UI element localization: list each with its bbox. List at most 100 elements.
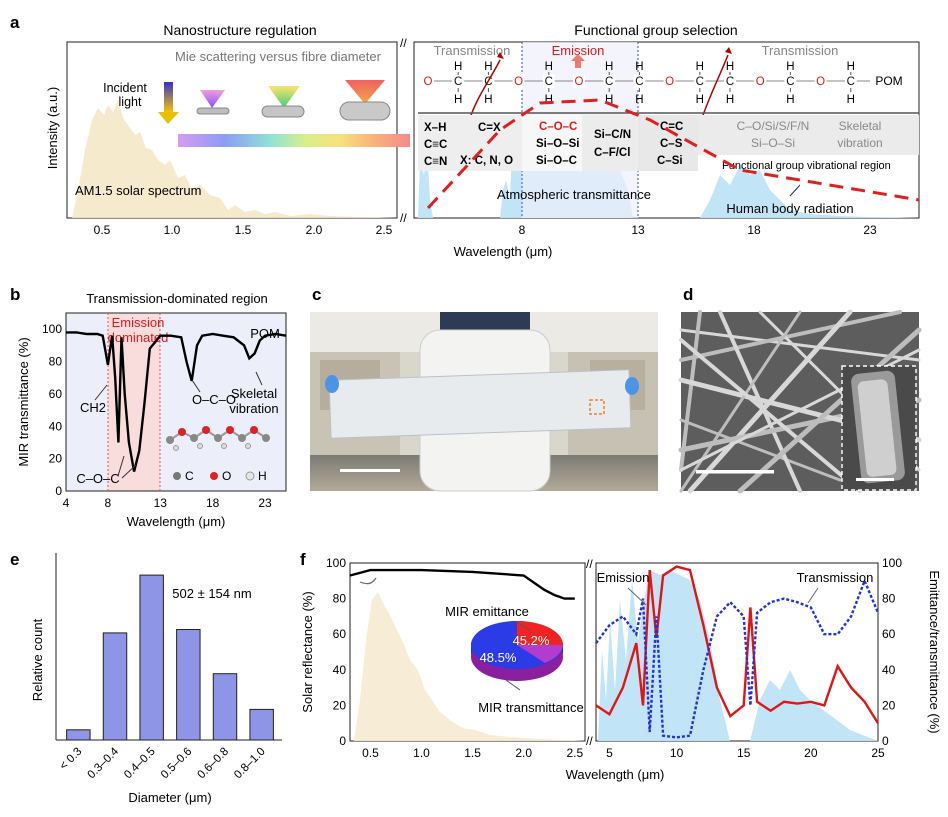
chain-hydrogen-top: H xyxy=(484,61,492,73)
spectrum-bar xyxy=(178,134,410,147)
e-xtick: < 0.3 xyxy=(58,746,85,773)
e-bar xyxy=(102,632,128,741)
e-bar xyxy=(212,673,238,741)
e-xtick: 0.4–0.5 xyxy=(122,746,158,782)
b-skeletal-2: vibration xyxy=(229,401,278,416)
b-legend: C O H xyxy=(173,469,267,483)
b-title-region: Transmission-dominated region xyxy=(86,291,268,306)
b-x-ticks: 4 8 13 18 23 xyxy=(63,496,272,510)
glove-right xyxy=(625,377,639,395)
panel-letter-b: b xyxy=(10,285,20,304)
scale-bar-d xyxy=(696,470,774,474)
f-y-ticks-left: 0 20 40 60 80 100 xyxy=(326,556,346,748)
right-title: Functional group selection xyxy=(574,22,737,38)
bond-cc: C≡C xyxy=(424,139,447,151)
chain-hydrogen-top: H xyxy=(786,61,794,73)
svg-text:C: C xyxy=(185,469,194,483)
e-title: 502 ± 154 nm xyxy=(172,586,251,601)
f-ytick-left: 0 xyxy=(339,734,346,748)
chain-hydrogen-top: H xyxy=(605,61,613,73)
f-ytick-right: 60 xyxy=(882,627,896,641)
bond-cs: C–S xyxy=(660,138,683,150)
f-solar-arrow xyxy=(359,577,377,585)
bond-cell-4 xyxy=(582,115,638,171)
b-ytick: 20 xyxy=(49,452,63,466)
bond-cn: C≡N xyxy=(424,156,447,168)
f-axis-break-top: // xyxy=(586,557,593,571)
sem-fiber xyxy=(679,328,921,362)
e-bars xyxy=(66,574,274,741)
e-bar xyxy=(139,574,164,741)
f-emission-arrow xyxy=(627,587,647,606)
f-ylabel-right: Emittance/transmittance (%) xyxy=(927,570,942,733)
svg-text:18: 18 xyxy=(747,223,761,237)
human-label: Human body radiation xyxy=(726,201,853,216)
red-arrow-1-head xyxy=(497,52,504,59)
chain-carbon: C xyxy=(786,76,794,88)
pom-label: POM xyxy=(875,74,902,88)
f-ytick-left: 40 xyxy=(333,663,347,677)
f-xtick-right: 5 xyxy=(606,746,613,760)
chain-carbon: C xyxy=(605,76,613,88)
b-transmittance-curve xyxy=(66,331,287,472)
panel-a: a Nanostructure regulation Functional gr… xyxy=(10,13,920,259)
panel-c: c xyxy=(310,285,658,492)
chain-hydrogen-bottom: H xyxy=(726,94,734,106)
panel-letter-e: e xyxy=(10,550,19,569)
b-emission-1: Emission xyxy=(112,315,165,330)
f-emittance-curve xyxy=(595,565,880,724)
bond-cell-5 xyxy=(638,115,698,171)
chain-carbon: C xyxy=(726,76,734,88)
e-bar xyxy=(66,729,91,741)
svg-text:2.5: 2.5 xyxy=(376,223,393,237)
transmission-right-label: Transmission xyxy=(762,43,839,58)
bond-coc: C–O–C xyxy=(539,121,577,133)
f-solar-spectrum xyxy=(354,592,585,741)
bond-cell-3 xyxy=(522,115,582,171)
textile-sample xyxy=(328,369,632,439)
solar-spectrum xyxy=(72,100,397,218)
chain-hydrogen-bottom: H xyxy=(786,94,794,106)
f-xtick-right: 25 xyxy=(871,746,885,760)
incident-arrow-head xyxy=(158,112,179,124)
pie-label-emittance: 45.2% xyxy=(513,633,550,648)
b-coc-arrow-2 xyxy=(121,464,137,479)
f-ytick-left: 60 xyxy=(333,627,347,641)
f-y-ticks-right: 0 20 40 60 80 100 xyxy=(882,556,902,748)
f-ytick-left: 20 xyxy=(333,698,347,712)
emission-label: Emission xyxy=(552,43,605,58)
chain-hydrogen-top: H xyxy=(726,61,734,73)
incident-arrow-shaft xyxy=(164,82,173,112)
panel-d: d xyxy=(678,285,922,494)
b-ytick: 60 xyxy=(49,387,63,401)
f-ytick-left: 100 xyxy=(326,556,346,570)
bond-skeletal-1: Skeletal xyxy=(839,119,882,133)
b-ylabel: MIR transmittance (%) xyxy=(16,337,31,466)
sem-fiber xyxy=(737,327,922,494)
sem-fiber xyxy=(679,338,862,493)
panel-b: b Transmission-dominated region MIR tran… xyxy=(10,285,287,529)
f-atm-spectrum xyxy=(598,570,878,741)
red-arrow-2-head xyxy=(725,47,732,54)
bond-xh: X–H xyxy=(424,122,446,134)
atm-label: Atmospheric transmittance xyxy=(497,187,651,202)
solar-label: AM1.5 solar spectrum xyxy=(75,183,201,198)
chain-hydrogen-top: H xyxy=(545,61,553,73)
f-xtick-right: 20 xyxy=(804,746,818,760)
svg-text:13: 13 xyxy=(631,223,645,237)
b-oco: O–C–O xyxy=(192,392,236,407)
panel-a-right-xticks: 8 13 18 23 xyxy=(519,223,877,237)
panel-a-xlabel: Wavelength (μm) xyxy=(454,244,553,259)
red-arrow-2 xyxy=(701,54,729,119)
bond-cell-1 xyxy=(418,115,522,171)
bond-sioc: Si–O–C xyxy=(536,155,577,167)
b-xtick: 4 xyxy=(63,496,70,510)
emission-arrow-head xyxy=(571,54,585,61)
bond-x: X: C, N, O xyxy=(460,155,513,167)
chain-carbon: C xyxy=(696,76,704,88)
svg-text:1.0: 1.0 xyxy=(164,223,181,237)
bond-csi: C–Si xyxy=(657,155,683,167)
b-plot-frame xyxy=(65,312,287,492)
b-coc: C–O–C xyxy=(76,471,119,486)
e-xtick: 0.3–0.4 xyxy=(86,745,122,781)
